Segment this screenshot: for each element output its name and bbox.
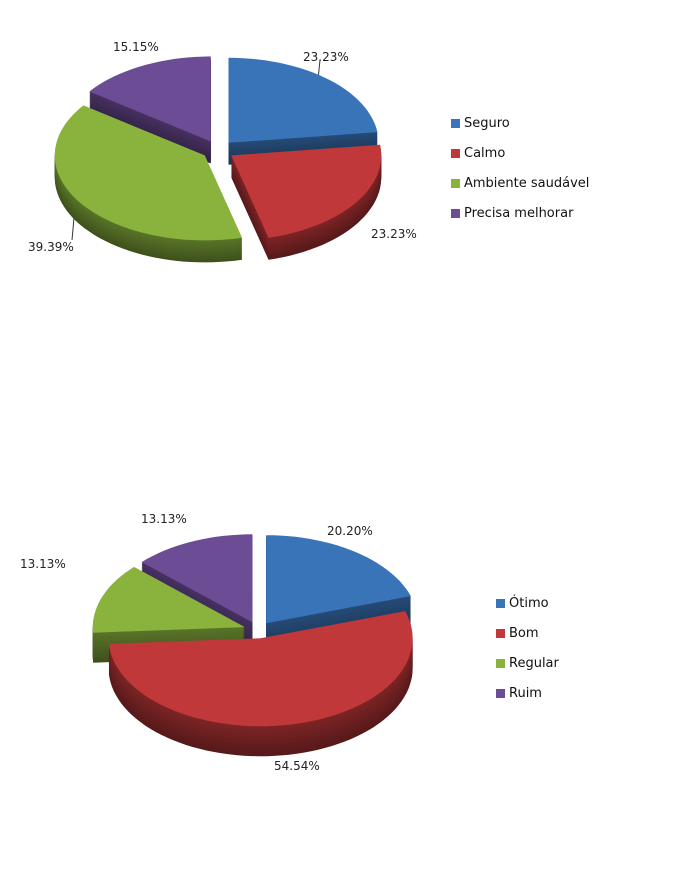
slice-top	[141, 534, 253, 623]
legend-label: Ótimo	[509, 595, 549, 611]
legend-label: Calmo	[464, 145, 506, 161]
data-label-precisa: 15.15%	[113, 40, 159, 54]
slice-top	[92, 566, 245, 633]
slice-top	[231, 144, 382, 238]
legend-swatch	[496, 628, 505, 638]
legend-item-calmo: Calmo	[451, 138, 589, 168]
legend-chart-1: Seguro Calmo Ambiente saudável Precisa m…	[451, 108, 589, 228]
legend-label: Seguro	[464, 115, 510, 131]
legend-item-ruim: Ruim	[496, 678, 559, 708]
legend-label: Ambiente saudável	[464, 175, 590, 191]
slice-top	[228, 57, 378, 143]
legend-label: Ruim	[509, 685, 542, 701]
legend-item-regular: Regular	[496, 648, 559, 678]
legend-label: Precisa melhorar	[464, 205, 574, 221]
slice-top	[108, 611, 413, 727]
data-label-regular: 13.13%	[20, 557, 66, 571]
data-label-otimo: 20.20%	[327, 524, 373, 538]
slice-top	[54, 105, 243, 241]
slice-top	[89, 56, 211, 142]
data-label-seguro: 23.23%	[303, 50, 349, 64]
pie1-slice-precisa-melhorar	[89, 56, 211, 164]
pie2-slice-regular	[92, 566, 245, 663]
legend-item-precisa: Precisa melhorar	[451, 198, 589, 228]
legend-swatch	[451, 148, 460, 158]
leader-line-ambiente	[71, 217, 75, 241]
pie1-slice-calmo	[231, 144, 382, 260]
data-label-calmo: 23.23%	[371, 227, 417, 241]
legend-item-seguro: Seguro	[451, 108, 589, 138]
legend-item-ambiente: Ambiente saudável	[451, 168, 589, 198]
legend-swatch	[451, 208, 460, 218]
legend-label: Regular	[509, 655, 559, 671]
legend-item-otimo: Ótimo	[496, 588, 559, 618]
legend-swatch	[496, 688, 505, 698]
legend-swatch	[496, 658, 505, 668]
legend-swatch	[451, 178, 460, 188]
pie1-slice-seguro	[228, 57, 378, 165]
legend-swatch	[496, 598, 505, 608]
slice-top	[266, 535, 411, 624]
data-label-bom: 54.54%	[274, 759, 320, 773]
legend-chart-2: Ótimo Bom Regular Ruim	[496, 588, 559, 708]
data-label-ambiente: 39.39%	[28, 240, 74, 254]
pie1-slice-ambiente-saudável	[54, 105, 243, 263]
legend-item-bom: Bom	[496, 618, 559, 648]
data-label-ruim: 13.13%	[141, 512, 187, 526]
legend-swatch	[451, 118, 460, 128]
pie2-slice-bom	[108, 611, 413, 757]
legend-label: Bom	[509, 625, 539, 641]
